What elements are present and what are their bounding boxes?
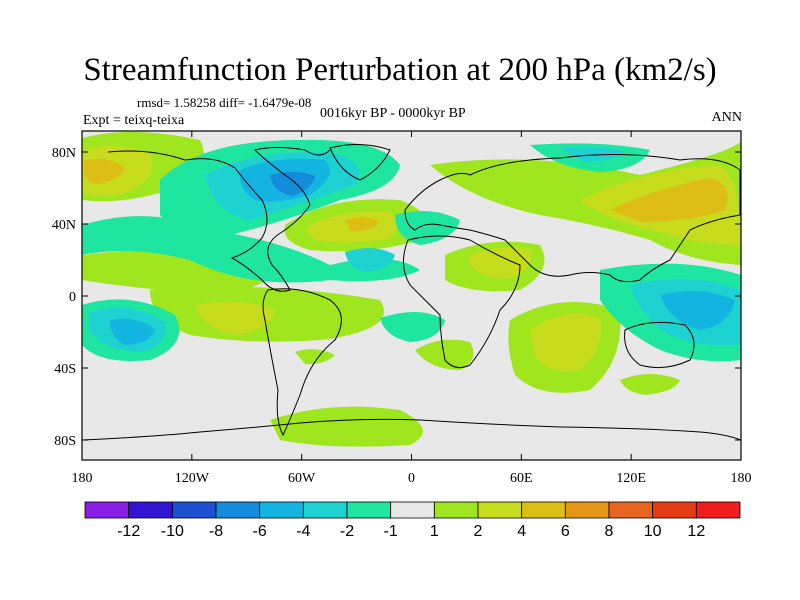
south-pacific-yellow <box>195 301 275 335</box>
stats-label: rmsd= 1.58258 diff= -1.6479e-08 <box>137 95 312 110</box>
lat-tick-label: 80S <box>54 434 76 449</box>
colorbar-label: 2 <box>474 523 483 540</box>
lat-tick-label: 40N <box>52 218 76 233</box>
plot-title: Streamfunction Perturbation at 200 hPa (… <box>83 52 717 88</box>
colorbar-label: -6 <box>253 523 267 540</box>
latitude-axis: 80N 40N 0 40S 80S <box>52 146 741 449</box>
colorbar-swatch <box>390 501 435 519</box>
colorbar-label: -8 <box>209 523 223 540</box>
colorbar-label: 12 <box>687 523 705 540</box>
coastlines <box>82 144 741 441</box>
coast-africa <box>403 235 521 369</box>
coast-greenland <box>329 144 391 181</box>
lat-tick-label: 80N <box>52 146 76 161</box>
colorbar-swatch <box>477 501 523 519</box>
caribbean-cyan <box>345 248 395 272</box>
period-label: 0016kyr BP - 0000kyr BP <box>320 106 466 121</box>
maritime-continent-blue <box>660 291 735 330</box>
southern-ocean-green <box>270 406 423 447</box>
colorbar-swatch <box>652 501 697 519</box>
lon-tick-label: 60E <box>510 471 533 486</box>
longitude-axis: 180 120W 60W 0 60E 120E 180 <box>72 131 752 486</box>
colorbar-swatch <box>608 501 654 519</box>
arctic-asia-cyan <box>560 146 625 162</box>
coast-south-america <box>262 288 342 437</box>
negative-anomaly-regions <box>82 139 741 362</box>
lat-tick-label: 40S <box>54 362 76 377</box>
colorbar-swatch <box>84 501 130 519</box>
asia-ridge-orange <box>610 178 728 222</box>
indian-ocean-yellow <box>530 313 601 371</box>
colorbar-swatch <box>695 501 741 519</box>
lon-tick-label: 180 <box>72 471 93 486</box>
south-america-green <box>295 349 335 365</box>
map-panel <box>82 131 741 460</box>
lon-tick-label: 60W <box>288 471 316 486</box>
colorbar: -12 -10 -8 -6 -4 -2 -1 1 2 4 6 8 10 12 <box>84 501 741 540</box>
colorbar-label: 6 <box>561 523 570 540</box>
colorbar-label: -10 <box>161 523 184 540</box>
colorbar-swatch <box>259 501 304 519</box>
colorbar-label: -12 <box>117 523 140 540</box>
coast-north-america <box>107 147 331 292</box>
south-atlantic-green-neg <box>380 311 445 342</box>
colorbar-label: -2 <box>340 523 354 540</box>
colorbar-swatch <box>433 501 479 519</box>
colorbar-swatch <box>302 501 348 519</box>
colorbar-label: 10 <box>644 523 662 540</box>
experiment-label: Expt = teixq-teixa <box>83 113 185 128</box>
subtropical-band-green <box>82 216 420 283</box>
colorbar-label: 1 <box>430 523 439 540</box>
colorbar-label: -4 <box>296 523 310 540</box>
lat-tick-label: 0 <box>69 290 76 305</box>
colorbar-label: 4 <box>517 523 526 540</box>
arctic-pacific-orange <box>84 158 125 184</box>
colorbar-label: -1 <box>384 523 398 540</box>
middle-east-yellow <box>470 247 531 278</box>
coast-australia <box>624 321 695 369</box>
colorbar-swatch <box>564 501 610 519</box>
positive-anomaly-regions <box>82 131 741 447</box>
lon-tick-label: 120E <box>616 471 646 486</box>
coast-antarctica <box>82 418 741 441</box>
south-pacific-trough-blue <box>110 318 155 345</box>
australia-south-green <box>620 374 680 395</box>
lon-tick-label: 120W <box>175 471 210 486</box>
coast-eurasia <box>404 153 741 283</box>
atlantic-ridge-orange <box>345 217 380 232</box>
colorbar-swatch <box>521 501 566 519</box>
lon-tick-label: 180 <box>731 471 752 486</box>
na-trough-blue <box>270 171 315 196</box>
colorbar-swatch <box>171 501 217 519</box>
season-label: ANN <box>711 110 742 125</box>
colorbar-swatch <box>128 501 173 519</box>
colorbar-swatch <box>346 501 392 519</box>
colorbar-label: 8 <box>605 523 614 540</box>
colorbar-swatch <box>215 501 261 519</box>
lon-tick-label: 0 <box>408 471 415 486</box>
